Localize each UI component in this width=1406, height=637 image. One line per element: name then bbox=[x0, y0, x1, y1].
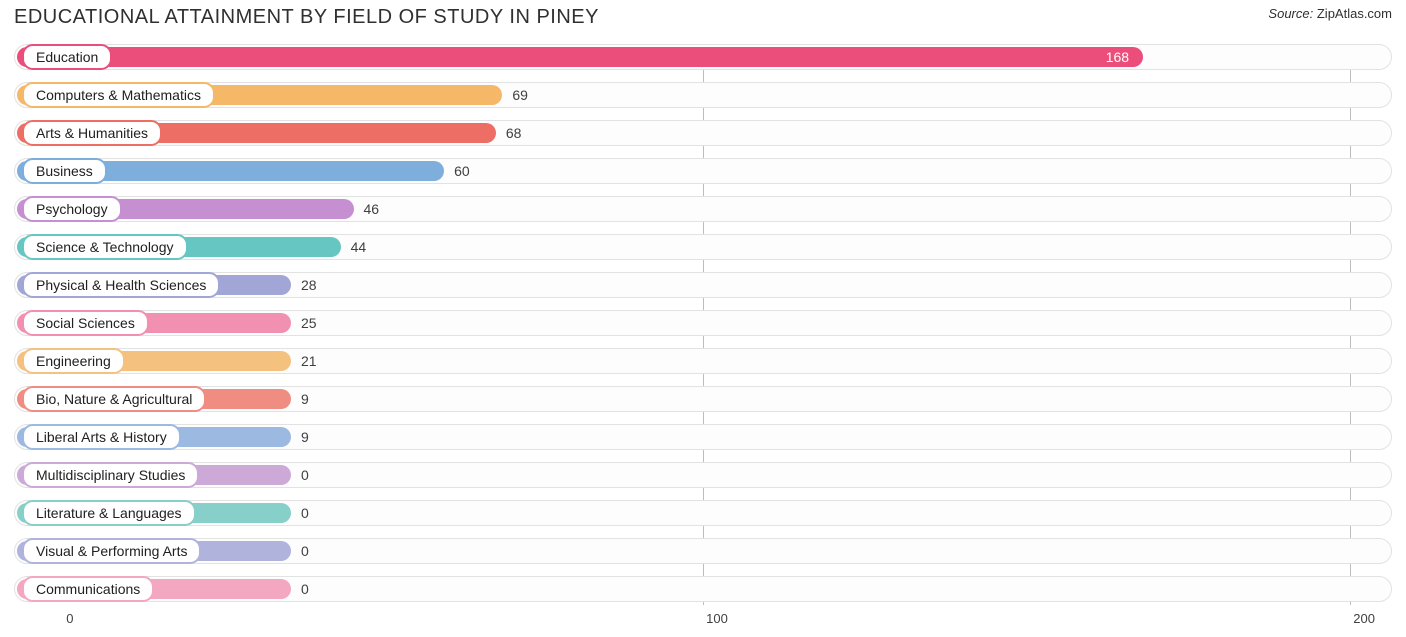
bar-value: 44 bbox=[351, 239, 367, 255]
bar-row: Education 168 bbox=[14, 41, 1392, 73]
bar-row: Multidisciplinary Studies 0 bbox=[14, 459, 1392, 491]
bar bbox=[17, 47, 1143, 67]
bar-value: 46 bbox=[364, 201, 380, 217]
source-value: ZipAtlas.com bbox=[1317, 6, 1392, 21]
bar-label-pill: Bio, Nature & Agricultural bbox=[22, 386, 206, 412]
bar-row: Liberal Arts & History 9 bbox=[14, 421, 1392, 453]
source-label: Source: bbox=[1268, 6, 1313, 21]
bar-value: 69 bbox=[512, 87, 528, 103]
x-axis: 0 100 200 bbox=[14, 611, 1392, 637]
bar-value: 68 bbox=[506, 125, 522, 141]
bar-label-pill: Computers & Mathematics bbox=[22, 82, 215, 108]
bar-label-pill: Arts & Humanities bbox=[22, 120, 162, 146]
bar-row: Visual & Performing Arts 0 bbox=[14, 535, 1392, 567]
bar-label-pill: Communications bbox=[22, 576, 154, 602]
source: Source: ZipAtlas.com bbox=[1268, 6, 1392, 21]
x-tick: 0 bbox=[66, 611, 73, 626]
bar-label-pill: Business bbox=[22, 158, 107, 184]
x-tick: 200 bbox=[1353, 611, 1375, 626]
bar-value: 0 bbox=[301, 467, 309, 483]
bar-value: 25 bbox=[301, 315, 317, 331]
header: EDUCATIONAL ATTAINMENT BY FIELD OF STUDY… bbox=[0, 0, 1406, 33]
bar-value: 9 bbox=[301, 429, 309, 445]
bar-label-pill: Literature & Languages bbox=[22, 500, 196, 526]
bar-row: Business 60 bbox=[14, 155, 1392, 187]
bar-row: Arts & Humanities 68 bbox=[14, 117, 1392, 149]
bar-value: 168 bbox=[1106, 49, 1129, 65]
bar-label-pill: Social Sciences bbox=[22, 310, 149, 336]
bar-value: 9 bbox=[301, 391, 309, 407]
bar-value: 28 bbox=[301, 277, 317, 293]
bar-label-pill: Liberal Arts & History bbox=[22, 424, 181, 450]
bar-row: Science & Technology 44 bbox=[14, 231, 1392, 263]
bar-label-pill: Physical & Health Sciences bbox=[22, 272, 220, 298]
bar-row: Social Sciences 25 bbox=[14, 307, 1392, 339]
bar-label-pill: Psychology bbox=[22, 196, 122, 222]
bar-label-pill: Education bbox=[22, 44, 112, 70]
bar-value: 0 bbox=[301, 543, 309, 559]
chart-title: EDUCATIONAL ATTAINMENT BY FIELD OF STUDY… bbox=[14, 6, 599, 29]
bar-row: Physical & Health Sciences 28 bbox=[14, 269, 1392, 301]
bar-row: Literature & Languages 0 bbox=[14, 497, 1392, 529]
bar-label-pill: Science & Technology bbox=[22, 234, 188, 260]
bar-value: 0 bbox=[301, 505, 309, 521]
bar-value: 0 bbox=[301, 581, 309, 597]
bar-chart: Education 168 Computers & Mathematics 69 Art… bbox=[0, 33, 1406, 605]
bar-label-pill: Visual & Performing Arts bbox=[22, 538, 201, 564]
bar-value: 60 bbox=[454, 163, 470, 179]
bar-value: 21 bbox=[301, 353, 317, 369]
bar-label-pill: Multidisciplinary Studies bbox=[22, 462, 199, 488]
bar-label-pill: Engineering bbox=[22, 348, 125, 374]
bar-row: Bio, Nature & Agricultural 9 bbox=[14, 383, 1392, 415]
bar-row: Communications 0 bbox=[14, 573, 1392, 605]
bar-row: Computers & Mathematics 69 bbox=[14, 79, 1392, 111]
x-tick: 100 bbox=[706, 611, 728, 626]
bar-row: Engineering 21 bbox=[14, 345, 1392, 377]
bar-row: Psychology 46 bbox=[14, 193, 1392, 225]
